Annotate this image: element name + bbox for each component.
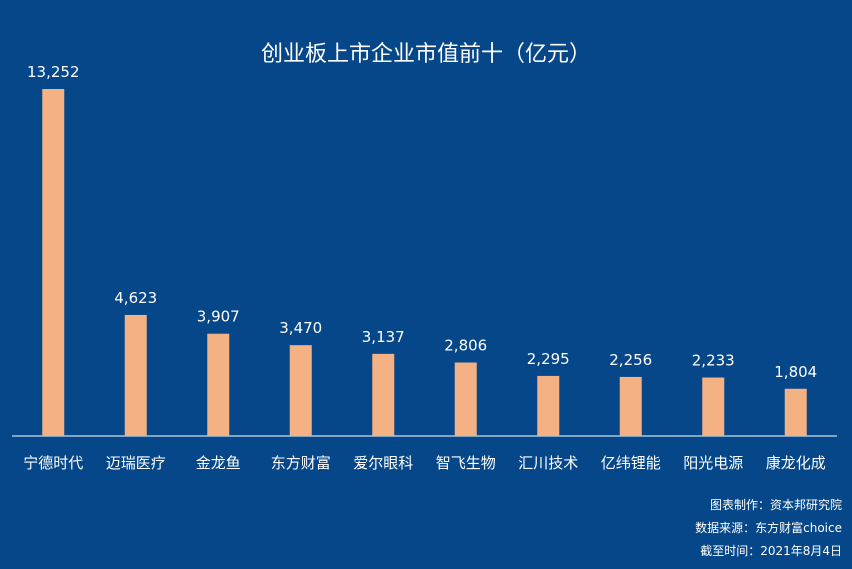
chart-footer: 图表制作：资本邦研究院 数据来源：东方财富choice 截至时间：2021年8月…	[695, 494, 842, 563]
bar-4	[372, 353, 395, 436]
data-label-3: 3,470	[279, 319, 322, 337]
category-label-8: 阳光电源	[683, 454, 743, 472]
category-label-4: 爱尔眼科	[353, 454, 413, 472]
category-label-9: 康龙化成	[766, 454, 826, 472]
footer-maker: 图表制作：资本邦研究院	[709, 498, 842, 512]
data-label-8: 2,233	[692, 352, 735, 370]
data-label-7: 2,256	[609, 351, 652, 369]
footer-source: 数据来源：东方财富choice	[695, 521, 842, 535]
data-label-9: 1,804	[774, 363, 817, 381]
category-label-6: 汇川技术	[518, 454, 578, 472]
bar-6	[537, 375, 560, 436]
data-label-1: 4,623	[114, 289, 157, 307]
bar-2	[207, 333, 230, 436]
bar-5	[454, 362, 477, 436]
category-label-7: 亿纬锂能	[601, 454, 661, 472]
bar-3	[289, 345, 312, 436]
category-label-0: 宁德时代	[23, 454, 83, 472]
data-label-4: 3,137	[362, 328, 405, 346]
bar-9	[784, 388, 807, 436]
chart-title: 创业板上市企业市值前十（亿元）	[260, 42, 591, 67]
data-label-6: 2,295	[527, 350, 570, 368]
bar-0	[42, 89, 65, 436]
category-label-5: 智飞生物	[436, 454, 496, 472]
category-label-3: 东方财富	[271, 454, 331, 472]
bar-7	[619, 376, 642, 436]
data-label-0: 13,252	[27, 63, 80, 81]
category-label-1: 迈瑞医疗	[106, 454, 166, 472]
footer-date: 截至时间：2021年8月4日	[700, 544, 842, 558]
data-label-2: 3,907	[197, 308, 240, 326]
bar-1	[124, 314, 147, 436]
data-label-5: 2,806	[444, 337, 487, 355]
category-label-2: 金龙鱼	[196, 454, 241, 472]
bar-8	[702, 377, 725, 436]
